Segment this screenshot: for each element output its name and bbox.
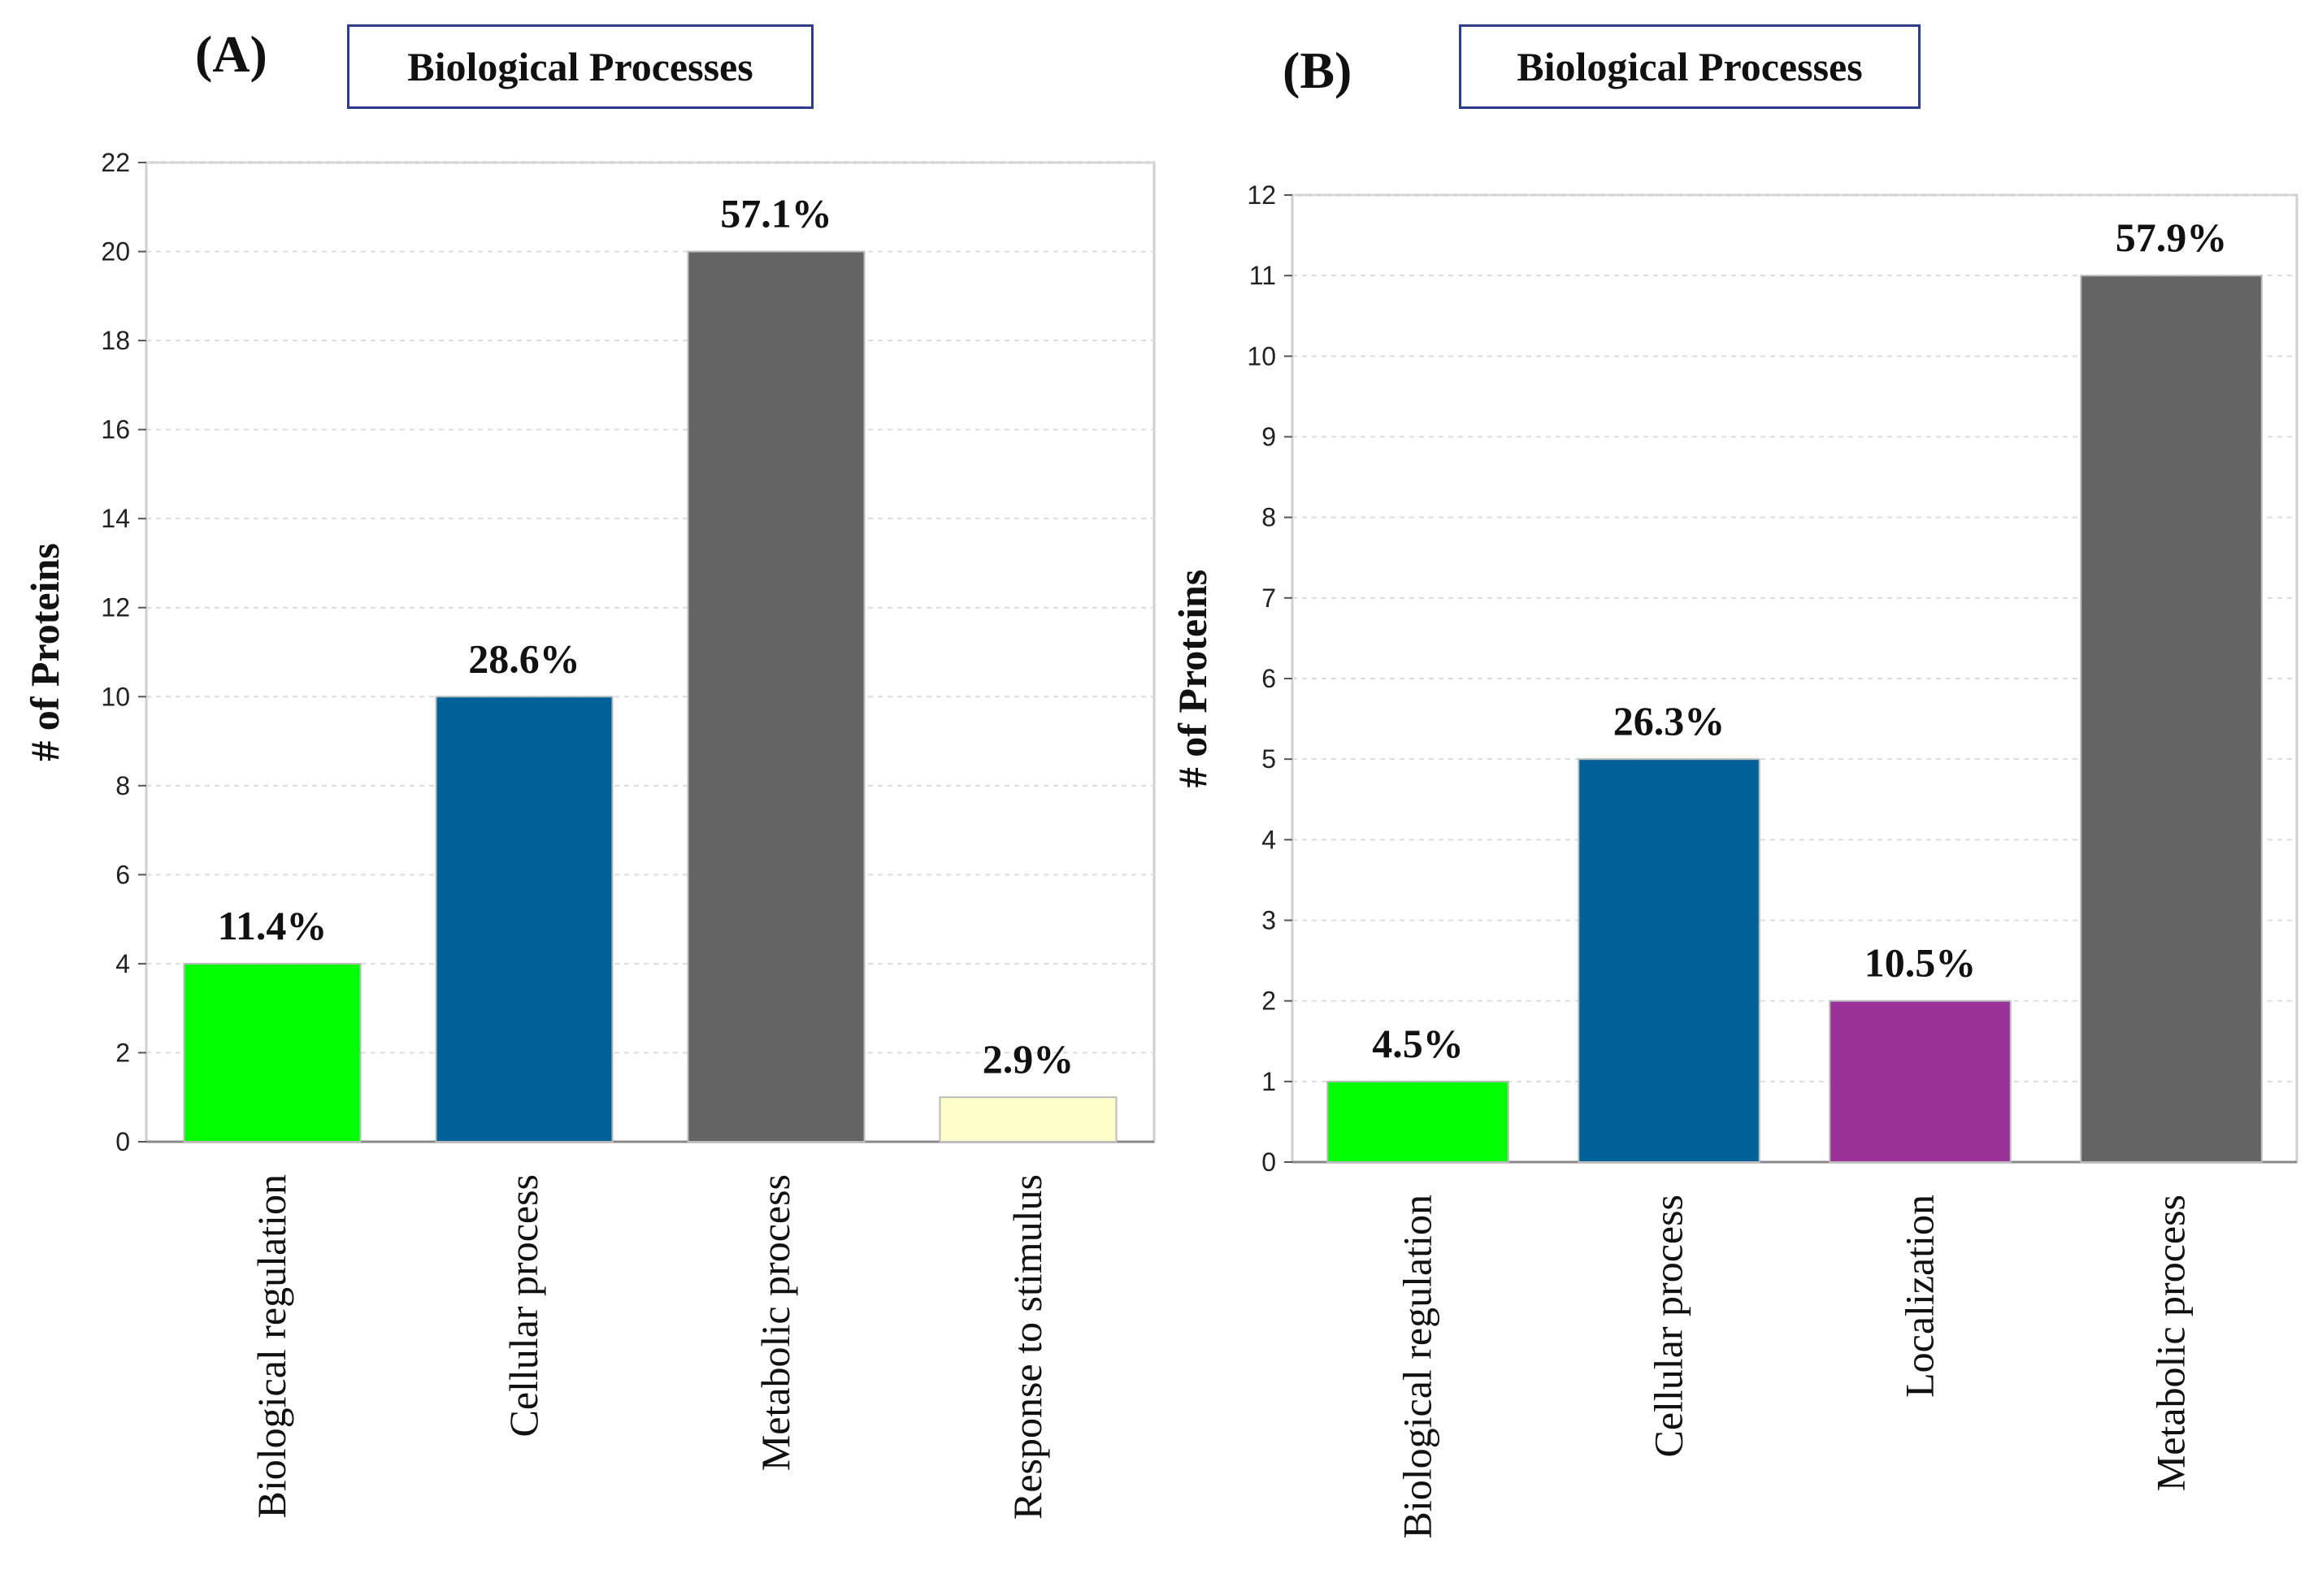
y-tick-label: 9 xyxy=(1261,423,1276,452)
bar xyxy=(183,962,362,1143)
y-tick-label: 1 xyxy=(1261,1067,1276,1096)
y-tick-label: 0 xyxy=(115,1127,130,1156)
y-tick-label: 12 xyxy=(101,593,130,622)
x-category-label: Metabolic process xyxy=(753,1174,798,1471)
y-tick-label: 7 xyxy=(1261,583,1276,613)
x-category-label: Cellular process xyxy=(1646,1195,1691,1458)
bar xyxy=(2080,275,2263,1164)
y-tick-label: 12 xyxy=(1247,180,1276,210)
y-tick-label: 22 xyxy=(101,148,130,177)
y-tick-label: 10 xyxy=(1247,341,1276,371)
x-category-label: Biological regulation xyxy=(249,1174,294,1519)
x-category-label: Metabolic process xyxy=(2148,1195,2194,1491)
y-tick-label: 3 xyxy=(1261,906,1276,935)
data-label: 11.4% xyxy=(218,903,328,948)
bar xyxy=(687,250,866,1143)
x-category-label: Response to stimulus xyxy=(1005,1174,1050,1520)
panel-a: (A) Biological Processes 0 2 4 6 8 10 12 14 16 18… xyxy=(0,0,1156,1596)
y-tick-label: 10 xyxy=(101,682,130,711)
data-label: 57.9% xyxy=(2116,215,2228,260)
x-category-label: Cellular process xyxy=(501,1174,546,1438)
y-tick-label: 5 xyxy=(1261,744,1276,774)
bar xyxy=(1326,1080,1509,1164)
chart-title: Biological Processes xyxy=(347,24,814,109)
bar xyxy=(939,1096,1118,1143)
y-tick-label: 6 xyxy=(1261,664,1276,693)
y-tick-label: 2 xyxy=(115,1038,130,1067)
data-label: 57.1% xyxy=(720,191,832,236)
bar xyxy=(1578,758,1760,1164)
data-label: 26.3% xyxy=(1613,698,1725,744)
bar-chart-a: 0 2 4 6 8 10 12 14 16 18 20 22 # of Proteins 11.4% Bio… xyxy=(22,148,1156,1520)
y-axis-title: # of Proteins xyxy=(1170,570,1215,787)
y-tick-label: 8 xyxy=(1261,503,1276,532)
panel-b: (B) Biological Processes 0 1 2 3 4 5 6 7 8 9 10 11 1… xyxy=(1154,0,2318,1596)
data-label: 4.5% xyxy=(1372,1021,1464,1066)
bar xyxy=(435,696,614,1143)
data-label: 10.5% xyxy=(1864,940,1977,986)
y-tick-label: 6 xyxy=(115,860,130,889)
data-label: 28.6% xyxy=(468,635,580,681)
y-tick-label: 16 xyxy=(101,415,130,445)
bar xyxy=(1829,1000,2012,1163)
y-tick-label: 2 xyxy=(1261,987,1276,1016)
y-tick-label: 4 xyxy=(1261,825,1276,854)
y-tick-label: 11 xyxy=(1249,261,1276,290)
x-category-label: Biological regulation xyxy=(1395,1195,1440,1539)
y-axis-title: # of Proteins xyxy=(22,543,67,761)
y-tick-label: 0 xyxy=(1261,1147,1276,1177)
x-category-label: Localization xyxy=(1897,1195,1943,1398)
y-tick-label: 4 xyxy=(115,949,130,978)
chart-title: Biological Processes xyxy=(1459,24,1921,109)
y-tick-label: 20 xyxy=(101,237,130,267)
y-tick-label: 8 xyxy=(115,771,130,800)
data-label: 2.9% xyxy=(983,1036,1074,1082)
y-tick-label: 18 xyxy=(101,326,130,355)
panel-label: (A) xyxy=(195,25,267,83)
y-tick-label: 14 xyxy=(101,504,130,533)
panel-label: (B) xyxy=(1283,41,1352,99)
